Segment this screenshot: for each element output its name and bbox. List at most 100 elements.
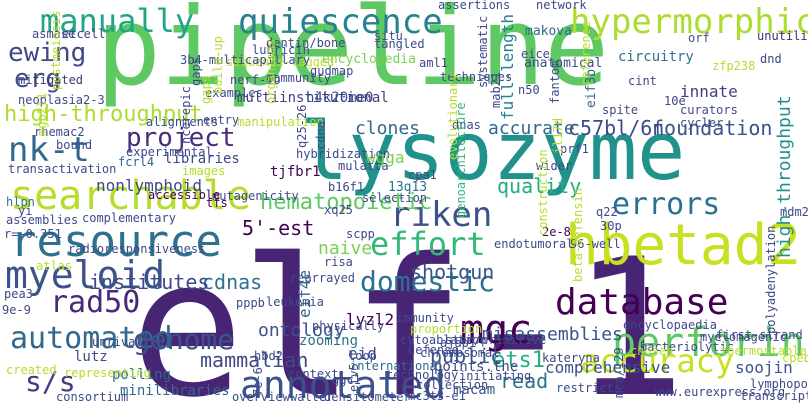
word-searchable: searchable: [10, 173, 251, 219]
word-nerf-1b: gaps: [189, 57, 203, 86]
word-l9-amino: ggc1: [332, 373, 361, 387]
word-dnas: cycler: [680, 116, 724, 130]
word-cdnas: quality: [497, 174, 582, 198]
word-physically: physically: [312, 319, 385, 333]
word-pppb: scpp: [346, 227, 375, 241]
word-naive: shotgun: [410, 260, 495, 284]
word-xq25: 13q13: [388, 180, 428, 195]
word-lubricin: gudmap: [310, 64, 354, 78]
word-prf1: dnas: [452, 118, 481, 132]
word-zooming: international: [350, 359, 444, 373]
word-chromosomal: chromosomal: [420, 346, 500, 360]
word-context: context: [288, 367, 339, 381]
word-immunity: immunity: [396, 311, 454, 325]
word-il17d: evolutionary: [446, 73, 460, 160]
word-s-s: s/s: [25, 365, 76, 398]
word-annotated: annotated: [240, 363, 446, 404]
word-examples: examples: [205, 86, 263, 100]
word-quality: high-throughput: [4, 102, 203, 127]
word-fantom: 10e: [664, 94, 686, 108]
word-hbd2: pppb: [236, 296, 265, 310]
word-foundation: clones: [355, 118, 421, 139]
word-walter: walter: [290, 390, 334, 404]
word-proportion: proportion: [410, 322, 483, 336]
word-transactivation: transactivation: [8, 162, 117, 176]
word-misassemblies: h4k20me0: [306, 90, 374, 106]
word-ajap1: ajap1: [440, 336, 477, 350]
word-international: minilibraries: [120, 383, 230, 399]
word-sequence-tagged: etcell: [62, 27, 106, 41]
word-consortium: consortium: [56, 390, 129, 404]
word-eid: ontology: [258, 320, 345, 341]
word-n50: techniques: [440, 70, 513, 84]
word-mitigated: neoplasia2-3: [18, 93, 105, 107]
word-chosen: chosen: [630, 344, 674, 358]
word-genome: genome: [133, 323, 235, 356]
word-fcrl4: rhemac2: [34, 125, 85, 139]
word-asmase: network: [536, 0, 587, 12]
word-cint: dnd: [760, 52, 782, 66]
word-construction: beta-defensin: [571, 188, 585, 282]
word-first-strand: first-strand: [716, 328, 803, 342]
word-encyclopaedia: encyclopaedia: [623, 318, 717, 332]
word-q25-26: cdna: [314, 121, 328, 150]
word-96-well: cpa1: [408, 168, 437, 182]
word-lutz: unrivalled: [92, 335, 165, 349]
word-postmeiosis: reference: [579, 20, 593, 86]
word-rearrayed: 30p: [600, 219, 622, 233]
word-reference: il17d: [551, 117, 565, 154]
word-lyzl2: eid: [348, 344, 377, 363]
word-systematic: fantom: [548, 60, 562, 104]
word-anatomy-based: construction: [536, 149, 550, 236]
word-assertions: tangled: [374, 37, 425, 51]
word-mdm2: 96-well: [570, 237, 621, 251]
word-polling: lutz: [74, 349, 108, 365]
word-anatomical: 3b4-multicapillary: [180, 53, 311, 67]
word-densitometer: densitometer: [324, 390, 411, 404]
word-hlpn: tfs: [206, 196, 228, 210]
word-soojin: bacteriolytic: [640, 340, 734, 354]
word-comprehensive: read: [500, 369, 549, 393]
word-automated: automated: [10, 321, 173, 356]
word-lymphopoiesis: mca/129: [612, 347, 626, 398]
word-complementary: complementary: [82, 211, 176, 225]
word-h4k20me0: encyclopedia: [322, 52, 416, 67]
word-myeloid: myeloid: [5, 253, 166, 297]
word-leukemia: leukemia: [266, 295, 324, 309]
word-cycler: spite: [602, 103, 639, 117]
word-mutagenicity: mutagenicity: [212, 189, 299, 203]
word-accurate: institutes: [89, 270, 210, 294]
word-bacteriolytic: macam: [453, 382, 496, 398]
word-b16f1: mulatta: [338, 159, 389, 173]
word-innate: mammalian: [200, 348, 309, 372]
word-stem-primitive: stem/primitive: [445, 333, 547, 347]
word-multiinstitutional: libraries: [164, 151, 240, 167]
word-collection: collection: [416, 378, 489, 392]
word-circuitry: makova: [525, 24, 572, 39]
word-13q13: hlpn: [6, 195, 35, 209]
word-mgc: mgc: [460, 307, 533, 353]
word-aml1: asmase: [32, 27, 76, 41]
word-cytoablation: cytoablation: [400, 333, 487, 347]
word-unrivalled: pea3: [4, 287, 33, 301]
word-10e: orf: [688, 31, 710, 45]
word-rad50: rad50: [50, 285, 141, 320]
word-selection: b16f1: [328, 180, 365, 194]
word-hbetad2: hbetad2: [565, 213, 802, 278]
word-overview: overview: [232, 390, 290, 404]
word-technology: technology: [386, 368, 459, 382]
word-spite: zfp238: [712, 59, 756, 73]
word-wgga: hybridization: [296, 147, 390, 161]
word-etcell: multiinstitutional: [237, 90, 389, 106]
word-ggc1: mgp2l1: [35, 92, 49, 136]
word-mulatta: wider: [536, 159, 573, 173]
word-lysozyme: lysozyme: [300, 105, 686, 198]
word-dnd: eice: [521, 47, 550, 61]
word-hcerepic: hcerepic: [179, 86, 193, 144]
word-community: organisms: [264, 38, 278, 104]
word-domestic: domestic: [360, 265, 495, 298]
word-elf-1: elf-1: [130, 218, 686, 404]
word-eice: n50: [518, 83, 540, 97]
word-pipeline: pipeline: [96, 0, 609, 110]
word-mab21: systematic: [476, 15, 490, 88]
